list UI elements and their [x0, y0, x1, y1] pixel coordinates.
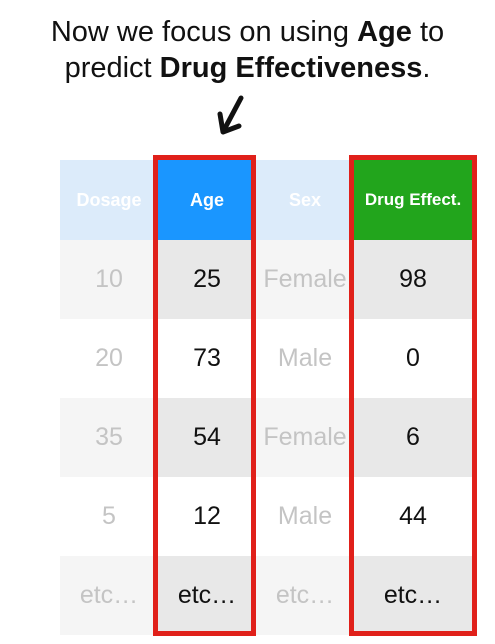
sex-cell: Female	[256, 398, 354, 477]
dosage-cell: 10	[60, 240, 158, 319]
caption-line-2: predict Drug Effectiveness.	[64, 52, 431, 84]
sex-cell: Female	[256, 240, 354, 319]
drug-effect-column: Drug Effect. 98 0 6 44 etc…	[354, 160, 472, 635]
drug-effect-header: Drug Effect.	[354, 160, 472, 240]
dosage-column: Dosage 10 20 35 5 etc…	[60, 160, 158, 635]
caption-line-1: Now we focus on using Age to	[50, 16, 445, 48]
dosage-header: Dosage	[60, 160, 158, 240]
sex-header: Sex	[256, 160, 354, 240]
sex-column: Sex Female Male Female Male etc…	[256, 160, 354, 635]
caption-bold-drug: Drug Effectiveness	[159, 52, 423, 84]
sex-cell: Male	[256, 319, 354, 398]
drug-effect-highlight-frame	[349, 155, 477, 636]
age-highlight-frame	[153, 155, 256, 636]
caption: Now we focus on using Age to predict Dru…	[0, 14, 495, 86]
dosage-cell: 20	[60, 319, 158, 398]
dosage-cell: 35	[60, 398, 158, 477]
age-cell: etc…	[158, 556, 256, 635]
dosage-cell: 5	[60, 477, 158, 556]
sex-cell: Male	[256, 477, 354, 556]
dosage-cell: etc…	[60, 556, 158, 635]
age-cell: 73	[158, 319, 256, 398]
caption-bold-age: Age	[357, 16, 412, 48]
drug-effect-cell: 0	[354, 319, 472, 398]
age-header: Age	[158, 160, 256, 240]
arrow-down-left-icon	[217, 95, 244, 135]
age-cell: 54	[158, 398, 256, 477]
drug-effect-cell: 6	[354, 398, 472, 477]
age-cell: 25	[158, 240, 256, 319]
drug-effect-cell: etc…	[354, 556, 472, 635]
age-column: Age 25 73 54 12 etc…	[158, 160, 256, 635]
sex-cell: etc…	[256, 556, 354, 635]
drug-effect-cell: 98	[354, 240, 472, 319]
age-cell: 12	[158, 477, 256, 556]
drug-effect-cell: 44	[354, 477, 472, 556]
